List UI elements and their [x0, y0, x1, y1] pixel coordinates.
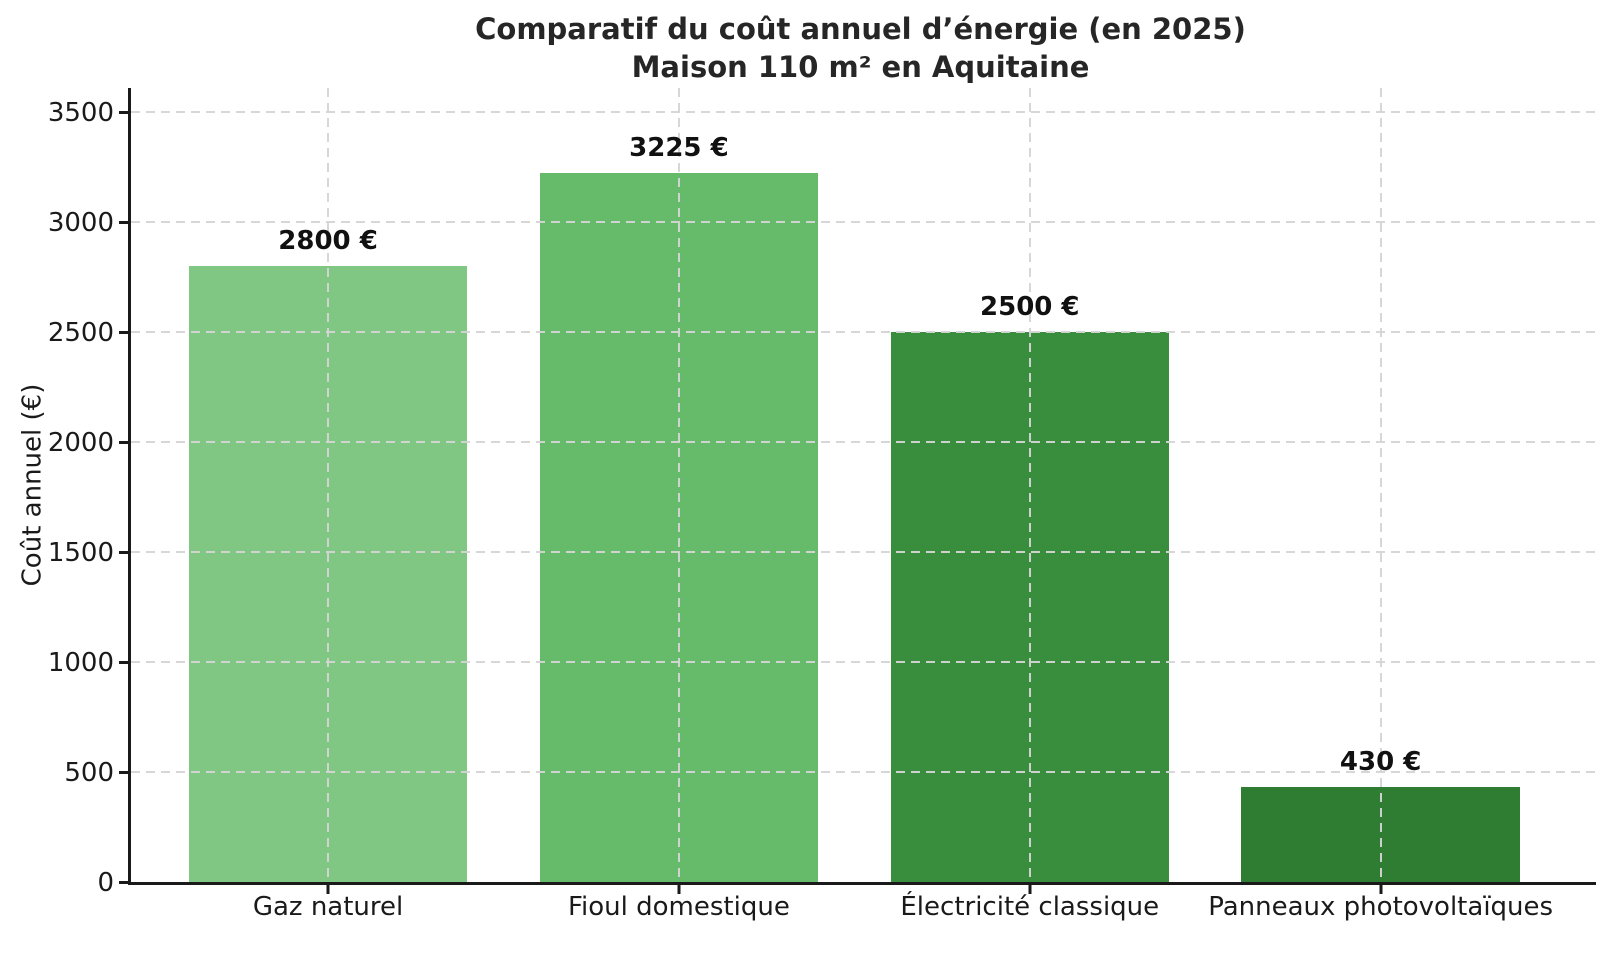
bar-value-label-panneaux-photovoltaiques: 430 €	[1339, 747, 1422, 778]
x-tick-mark-gaz-naturel	[326, 885, 330, 894]
horizontal-gridline-2500	[131, 331, 1596, 334]
bar-value-label-gaz-naturel: 2800 €	[278, 226, 378, 257]
x-tick-label-gaz-naturel: Gaz naturel	[252, 892, 404, 922]
y-tick-mark-0	[119, 880, 128, 884]
horizontal-gridline-3000	[131, 221, 1596, 224]
vertical-gridline-gaz-naturel	[327, 88, 330, 882]
y-tick-label-1500: 1500	[47, 538, 114, 569]
chart-title-line1: Comparatif du coût annuel d’énergie (en …	[475, 12, 1246, 46]
y-tick-mark-2500	[119, 330, 128, 334]
y-tick-mark-2000	[119, 440, 128, 444]
x-tick-mark-fioul-domestique	[677, 885, 681, 894]
y-tick-label-2000: 2000	[47, 428, 114, 459]
x-tick-label-panneaux-photovoltaiques: Panneaux photovoltaïques	[1208, 892, 1554, 922]
bar-value-label-electricite-classique: 2500 €	[980, 292, 1080, 323]
y-tick-label-500: 500	[64, 758, 114, 789]
plot-area: 0 500 1000 1500 2000 2500 3000 3500 2800 € Gaz na…	[48, 88, 1596, 922]
horizontal-gridline-2000	[131, 441, 1596, 444]
horizontal-gridline-1500	[131, 551, 1596, 554]
y-tick-mark-1500	[119, 550, 128, 554]
vertical-gridline-panneaux-photovoltaiques	[1379, 88, 1382, 882]
y-tick-mark-3500	[119, 110, 128, 114]
y-axis-label-text: Coût annuel (€)	[17, 383, 47, 587]
x-tick-label-electricite-classique: Électricité classique	[900, 892, 1160, 922]
y-tick-label-0: 0	[97, 868, 114, 898]
y-tick-mark-3000	[119, 220, 128, 224]
bar-value-label-fioul-domestique: 3225 €	[629, 132, 729, 163]
x-tick-label-fioul-domestique: Fioul domestique	[567, 892, 790, 922]
y-tick-label-3000: 3000	[47, 208, 114, 239]
horizontal-gridline-500	[131, 771, 1596, 774]
x-tick-mark-electricite-classique	[1028, 885, 1032, 894]
x-tick-mark-panneaux-photovoltaiques	[1379, 885, 1383, 894]
chart-title-line2: Maison 110 m² en Aquitaine	[631, 50, 1090, 84]
chart-title: Comparatif du coût annuel d’énergie (en …	[128, 10, 1593, 86]
y-tick-label-3500: 3500	[47, 98, 114, 129]
y-tick-mark-1000	[119, 660, 128, 664]
y-tick-mark-500	[119, 770, 128, 774]
horizontal-gridline-3500	[131, 111, 1596, 114]
y-axis-label: Coût annuel (€)	[12, 88, 52, 882]
y-tick-label-2500: 2500	[47, 318, 114, 349]
vertical-gridline-electricite-classique	[1028, 88, 1031, 882]
vertical-gridline-fioul-domestique	[677, 88, 680, 882]
horizontal-gridline-1000	[131, 661, 1596, 664]
y-tick-label-1000: 1000	[47, 648, 114, 679]
